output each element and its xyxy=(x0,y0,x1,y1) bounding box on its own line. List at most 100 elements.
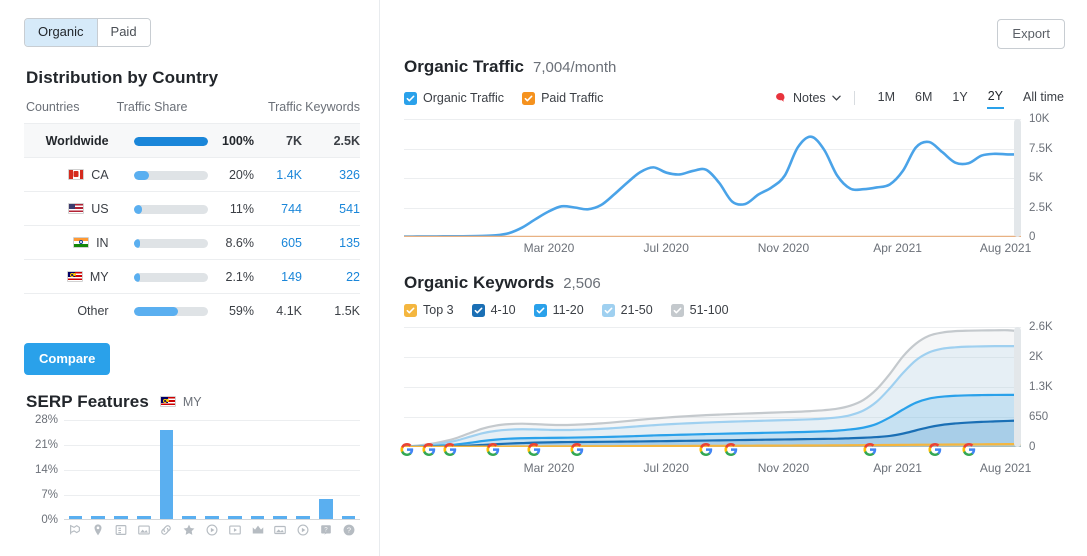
video-icon[interactable] xyxy=(201,523,224,537)
faq-icon[interactable]: ? xyxy=(314,523,337,537)
keywords-value[interactable]: 541 xyxy=(302,191,360,226)
google-update-marker[interactable] xyxy=(570,442,583,459)
serp-bar-column[interactable] xyxy=(110,420,133,519)
table-row[interactable]: IN 8.6% 605 135 xyxy=(24,225,360,260)
period-all-time[interactable]: All time xyxy=(1023,90,1064,104)
google-update-marker[interactable] xyxy=(962,442,975,459)
image-pack-icon[interactable] xyxy=(132,523,155,537)
serp-bar-column[interactable] xyxy=(292,420,315,519)
keywords-legend-4[interactable]: 21-50 xyxy=(601,303,653,317)
traffic-link[interactable]: 1.4K xyxy=(276,167,302,182)
google-update-marker[interactable] xyxy=(400,442,414,459)
x-tick-label: Apr 2021 xyxy=(873,461,922,475)
legend-checkbox[interactable] xyxy=(601,303,615,317)
legend-checkbox[interactable] xyxy=(522,91,536,105)
table-row[interactable]: Worldwide 100% 7K 2.5K xyxy=(24,123,360,158)
serp-bar-column[interactable] xyxy=(87,420,110,519)
compare-button[interactable]: Compare xyxy=(24,342,111,375)
people-also-ask-icon[interactable]: ? xyxy=(337,523,360,537)
video-carousel-icon[interactable] xyxy=(223,523,246,537)
notes-dropdown[interactable]: Notes xyxy=(774,91,841,105)
keywords-legend-3[interactable]: 11-20 xyxy=(533,303,584,317)
organic-keywords-block: Organic Keywords 2,506 Top 3 4-10 11-20 21-… xyxy=(380,273,1087,477)
instant-answer-icon[interactable] xyxy=(269,523,292,537)
serp-bar xyxy=(159,430,174,519)
serp-bar-column[interactable] xyxy=(201,420,224,519)
google-update-marker[interactable] xyxy=(928,442,941,459)
keywords-link[interactable]: 135 xyxy=(339,235,360,250)
serp-header: SERP Features MY xyxy=(26,392,357,412)
traffic-type-tabs[interactable]: Organic Paid xyxy=(24,18,151,48)
keywords-link[interactable]: 326 xyxy=(339,167,360,182)
keywords-value[interactable]: 135 xyxy=(302,225,360,260)
featured-snippet-icon[interactable] xyxy=(64,523,87,537)
period-1m[interactable]: 1M xyxy=(877,90,896,104)
table-row[interactable]: Other 59% 4.1K 1.5K xyxy=(24,293,360,328)
country-name-cell: IN xyxy=(24,225,109,260)
traffic-link[interactable]: 149 xyxy=(281,269,302,284)
serp-bar xyxy=(341,515,356,519)
keywords-legend-5[interactable]: 51-100 xyxy=(670,303,729,317)
keywords-legend-1[interactable]: Top 3 xyxy=(404,303,454,317)
series-organic-traffic xyxy=(404,135,1021,237)
google-update-marker[interactable] xyxy=(443,442,457,459)
export-button[interactable]: Export xyxy=(997,19,1065,49)
google-update-marker[interactable] xyxy=(699,442,713,459)
serp-bar xyxy=(296,515,310,519)
serp-bar-column[interactable] xyxy=(132,420,155,519)
legend-checkbox[interactable] xyxy=(404,91,417,105)
gridline xyxy=(404,327,1021,328)
serp-feature-icons[interactable]: ?? xyxy=(64,523,360,537)
period-2y[interactable]: 2Y xyxy=(986,87,1005,109)
serp-bar-column[interactable] xyxy=(155,420,178,519)
top-stories-icon[interactable] xyxy=(110,523,133,537)
keywords-value[interactable]: 326 xyxy=(302,157,360,192)
local-pack-icon[interactable] xyxy=(87,523,110,537)
google-update-marker[interactable] xyxy=(527,442,540,459)
keywords-value[interactable]: 22 xyxy=(302,259,360,294)
period-1y[interactable]: 1Y xyxy=(952,90,968,104)
traffic-legend-row: Organic Traffic Paid Traffic Notes 1M 6M 1Y… xyxy=(404,87,1065,109)
table-row[interactable]: CA 20% 1.4K 326 xyxy=(24,157,360,192)
tab-paid[interactable]: Paid xyxy=(96,19,150,47)
legend-checkbox[interactable] xyxy=(404,303,417,317)
traffic-link[interactable]: 744 xyxy=(281,201,302,216)
legend-checkbox[interactable] xyxy=(670,303,684,317)
traffic-value[interactable]: 744 xyxy=(254,191,302,226)
google-update-marker[interactable] xyxy=(863,442,877,459)
tab-organic[interactable]: Organic xyxy=(25,19,97,47)
chart-scroll-thumb[interactable] xyxy=(1014,119,1021,237)
top-ads-icon[interactable] xyxy=(246,523,269,537)
serp-bar-column[interactable] xyxy=(337,420,360,519)
traffic-legend-1[interactable]: Organic Traffic xyxy=(404,91,504,105)
period-6m[interactable]: 6M xyxy=(915,90,933,104)
keywords-legend-2[interactable]: 4-10 xyxy=(471,303,516,317)
traffic-value[interactable]: 1.4K xyxy=(254,157,302,192)
traffic-legend-2[interactable]: Paid Traffic xyxy=(522,91,603,105)
google-update-marker[interactable] xyxy=(486,442,500,459)
table-row[interactable]: US 11% 744 541 xyxy=(24,191,360,226)
keywords-link[interactable]: 22 xyxy=(346,269,360,284)
serp-bar-column[interactable] xyxy=(64,420,87,519)
kw-scroll-thumb[interactable] xyxy=(1014,327,1021,447)
traffic-value[interactable]: 605 xyxy=(254,225,302,260)
table-row[interactable]: MY 2.1% 149 22 xyxy=(24,259,360,294)
reviews-icon[interactable] xyxy=(178,523,201,537)
serp-bar-column[interactable] xyxy=(314,420,337,519)
legend-label: 21-50 xyxy=(620,303,653,317)
sitelinks-icon[interactable] xyxy=(155,523,178,537)
legend-checkbox[interactable] xyxy=(471,303,485,317)
google-update-marker[interactable] xyxy=(724,442,738,459)
serp-bar-column[interactable] xyxy=(178,420,201,519)
traffic-value[interactable]: 149 xyxy=(254,259,302,294)
google-update-marker[interactable] xyxy=(422,442,435,459)
serp-bar-column[interactable] xyxy=(269,420,292,519)
country-label: CA xyxy=(91,167,109,182)
organic-traffic-value: 7,004/month xyxy=(532,59,617,76)
serp-bar-column[interactable] xyxy=(223,420,246,519)
featured-video-icon[interactable] xyxy=(292,523,315,537)
serp-bar-column[interactable] xyxy=(246,420,269,519)
keywords-link[interactable]: 541 xyxy=(339,201,360,216)
traffic-link[interactable]: 605 xyxy=(281,235,302,250)
legend-checkbox[interactable] xyxy=(533,303,547,317)
